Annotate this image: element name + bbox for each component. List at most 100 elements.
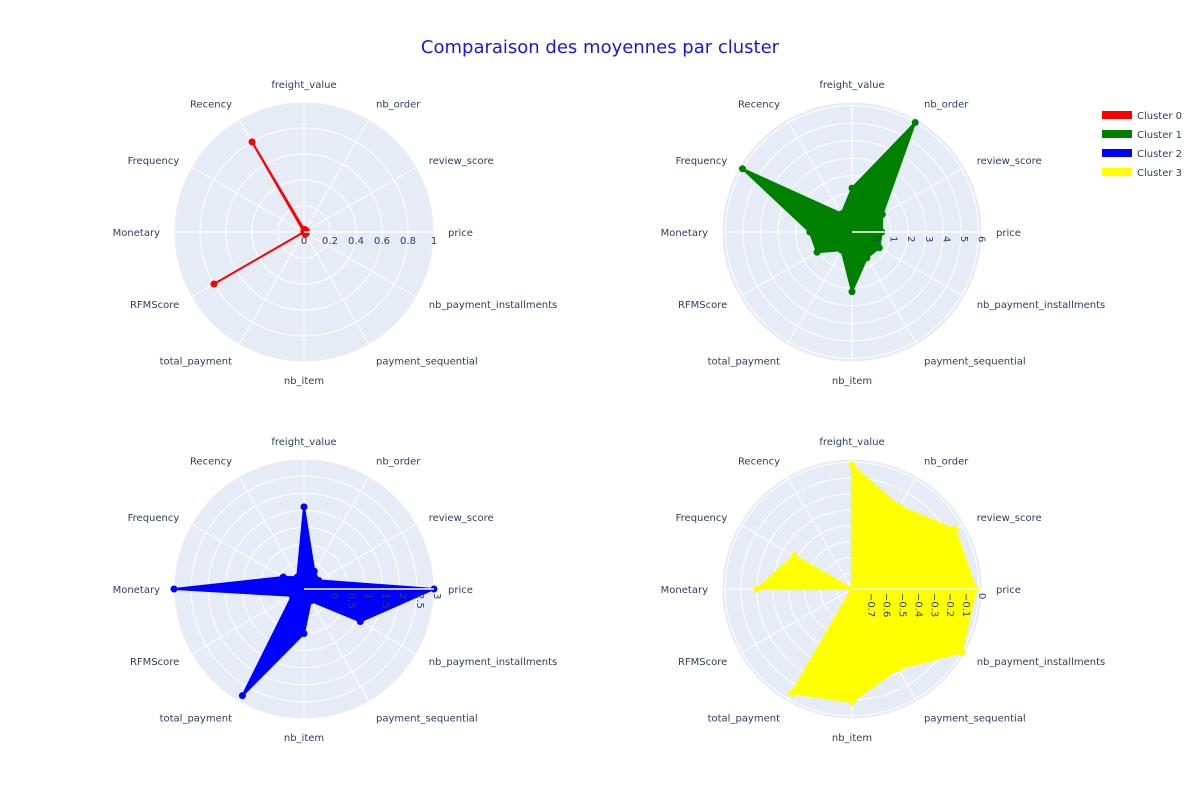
angular-axis-label: payment_sequential: [376, 357, 478, 368]
legend-label: Cluster 2: [1137, 149, 1182, 160]
angular-axis-label: review_score: [977, 156, 1042, 167]
data-point: [790, 552, 798, 560]
radial-tick-label: 2: [397, 593, 408, 599]
radial-tick-label: 1.5: [380, 593, 391, 609]
angular-gridline: [303, 588, 370, 702]
angular-axis-label: Monetary: [113, 228, 160, 239]
legend: Cluster 0 Cluster 1 Cluster 2 Cluster 3: [1102, 111, 1182, 179]
angular-axis-label: Recency: [190, 456, 232, 467]
angular-axis-label: freight_value: [819, 437, 884, 448]
legend-item-4[interactable]: Cluster 3: [1102, 168, 1182, 179]
data-point: [738, 165, 746, 173]
data-point: [875, 244, 883, 252]
radial-tick-label: −0.6: [881, 593, 892, 617]
angular-axis-label: freight_value: [271, 437, 336, 448]
data-point: [837, 210, 845, 218]
radial-tick-label: 4: [940, 236, 951, 242]
angular-gridline: [303, 231, 417, 298]
angular-gridline: [303, 231, 370, 345]
data-point: [788, 689, 796, 697]
legend-marker: [1114, 131, 1120, 137]
data-point: [813, 248, 821, 256]
radar-panel-1: 0 0.2 0.4 0.6 0.8 1 freight_value nb_orderrevie…: [113, 80, 558, 387]
data-point: [837, 246, 845, 254]
radar-panel-3: 0 0.5 1 1.5 2 2.5 3 freight_value nb_orderreview…: [113, 437, 558, 744]
angular-axis-label: freight_value: [819, 80, 884, 91]
angular-axis-label: nb_item: [284, 733, 324, 744]
radial-tick-label: 0.2: [322, 236, 338, 247]
angular-gridline: [303, 166, 417, 233]
angular-axis-label: price: [996, 585, 1021, 596]
data-point: [315, 576, 323, 584]
data-point: [863, 254, 871, 262]
data-point: [210, 280, 218, 288]
angular-axis-label: total_payment: [160, 357, 232, 368]
legend-item-1[interactable]: Cluster 0: [1102, 111, 1182, 122]
angular-axis-label: Frequency: [676, 156, 728, 167]
data-point: [310, 567, 318, 575]
angular-axis-label: total_payment: [708, 357, 780, 368]
radial-tick-label: 1: [888, 236, 899, 242]
angular-axis-label: payment_sequential: [924, 714, 1026, 725]
radial-tick-label: 2.5: [414, 593, 425, 609]
angular-axis-label: Frequency: [128, 156, 180, 167]
radial-tick-label: −0.3: [928, 593, 939, 617]
data-point: [894, 665, 902, 673]
angular-axis-label: nb_item: [832, 376, 872, 387]
angular-axis-label: price: [996, 228, 1021, 239]
angular-gridline: [238, 476, 305, 590]
angular-axis-label: price: [448, 228, 473, 239]
legend-item-3[interactable]: Cluster 2: [1102, 149, 1182, 160]
angular-axis-label: price: [448, 585, 473, 596]
angular-axis-label: review_score: [977, 513, 1042, 524]
angular-axis-label: payment_sequential: [924, 357, 1026, 368]
radial-tick-label: 0.8: [400, 236, 416, 247]
angular-axis-label: nb_payment_installments: [429, 300, 558, 311]
angular-axis-label: nb_payment_installments: [977, 657, 1106, 668]
data-point: [878, 210, 886, 218]
angular-axis-label: payment_sequential: [376, 714, 478, 725]
legend-item-2[interactable]: Cluster 1: [1102, 130, 1182, 141]
radial-tick-label: −0.5: [897, 593, 908, 617]
angular-axis-label: Frequency: [676, 513, 728, 524]
radial-tick-label: 2: [905, 236, 916, 242]
data-point: [307, 597, 315, 605]
angular-axis-label: Monetary: [113, 585, 160, 596]
angular-axis-label: total_payment: [160, 714, 232, 725]
radial-tick-label: 1: [363, 593, 374, 599]
data-point: [806, 228, 814, 236]
radial-tick-label: 3: [431, 593, 442, 599]
angular-axis-label: review_score: [429, 513, 494, 524]
angular-axis-label: Monetary: [661, 228, 708, 239]
angular-axis-label: nb_payment_installments: [977, 300, 1106, 311]
radial-tick-label: 0.6: [374, 236, 390, 247]
data-point: [288, 592, 296, 600]
angular-axis-label: nb_order: [924, 99, 969, 110]
radial-tick-label: −0.2: [944, 593, 955, 617]
radial-tick-label: 6: [976, 236, 987, 242]
angular-gridline: [786, 476, 853, 590]
data-point: [958, 648, 966, 656]
data-point: [848, 461, 856, 469]
angular-axis-label: Monetary: [661, 585, 708, 596]
data-point: [356, 618, 364, 625]
radial-tick-label: −0.1: [960, 593, 971, 617]
data-point: [300, 503, 308, 511]
angular-gridline: [191, 588, 305, 655]
data-point: [279, 573, 287, 581]
data-point: [911, 118, 919, 126]
angular-gridline: [739, 588, 853, 655]
legend-label: Cluster 1: [1137, 130, 1182, 141]
legend-marker: [1114, 112, 1120, 118]
data-point: [300, 629, 308, 637]
data-point: [896, 503, 904, 511]
angular-axis-label: RFMScore: [678, 657, 727, 668]
angular-axis-label: nb_order: [924, 456, 969, 467]
angular-axis-label: Recency: [190, 99, 232, 110]
angular-gridline: [238, 231, 305, 345]
angular-axis-label: total_payment: [708, 714, 780, 725]
radial-tick-label: 0: [870, 236, 881, 242]
angular-axis-label: nb_payment_installments: [429, 657, 558, 668]
angular-gridline: [191, 166, 305, 233]
